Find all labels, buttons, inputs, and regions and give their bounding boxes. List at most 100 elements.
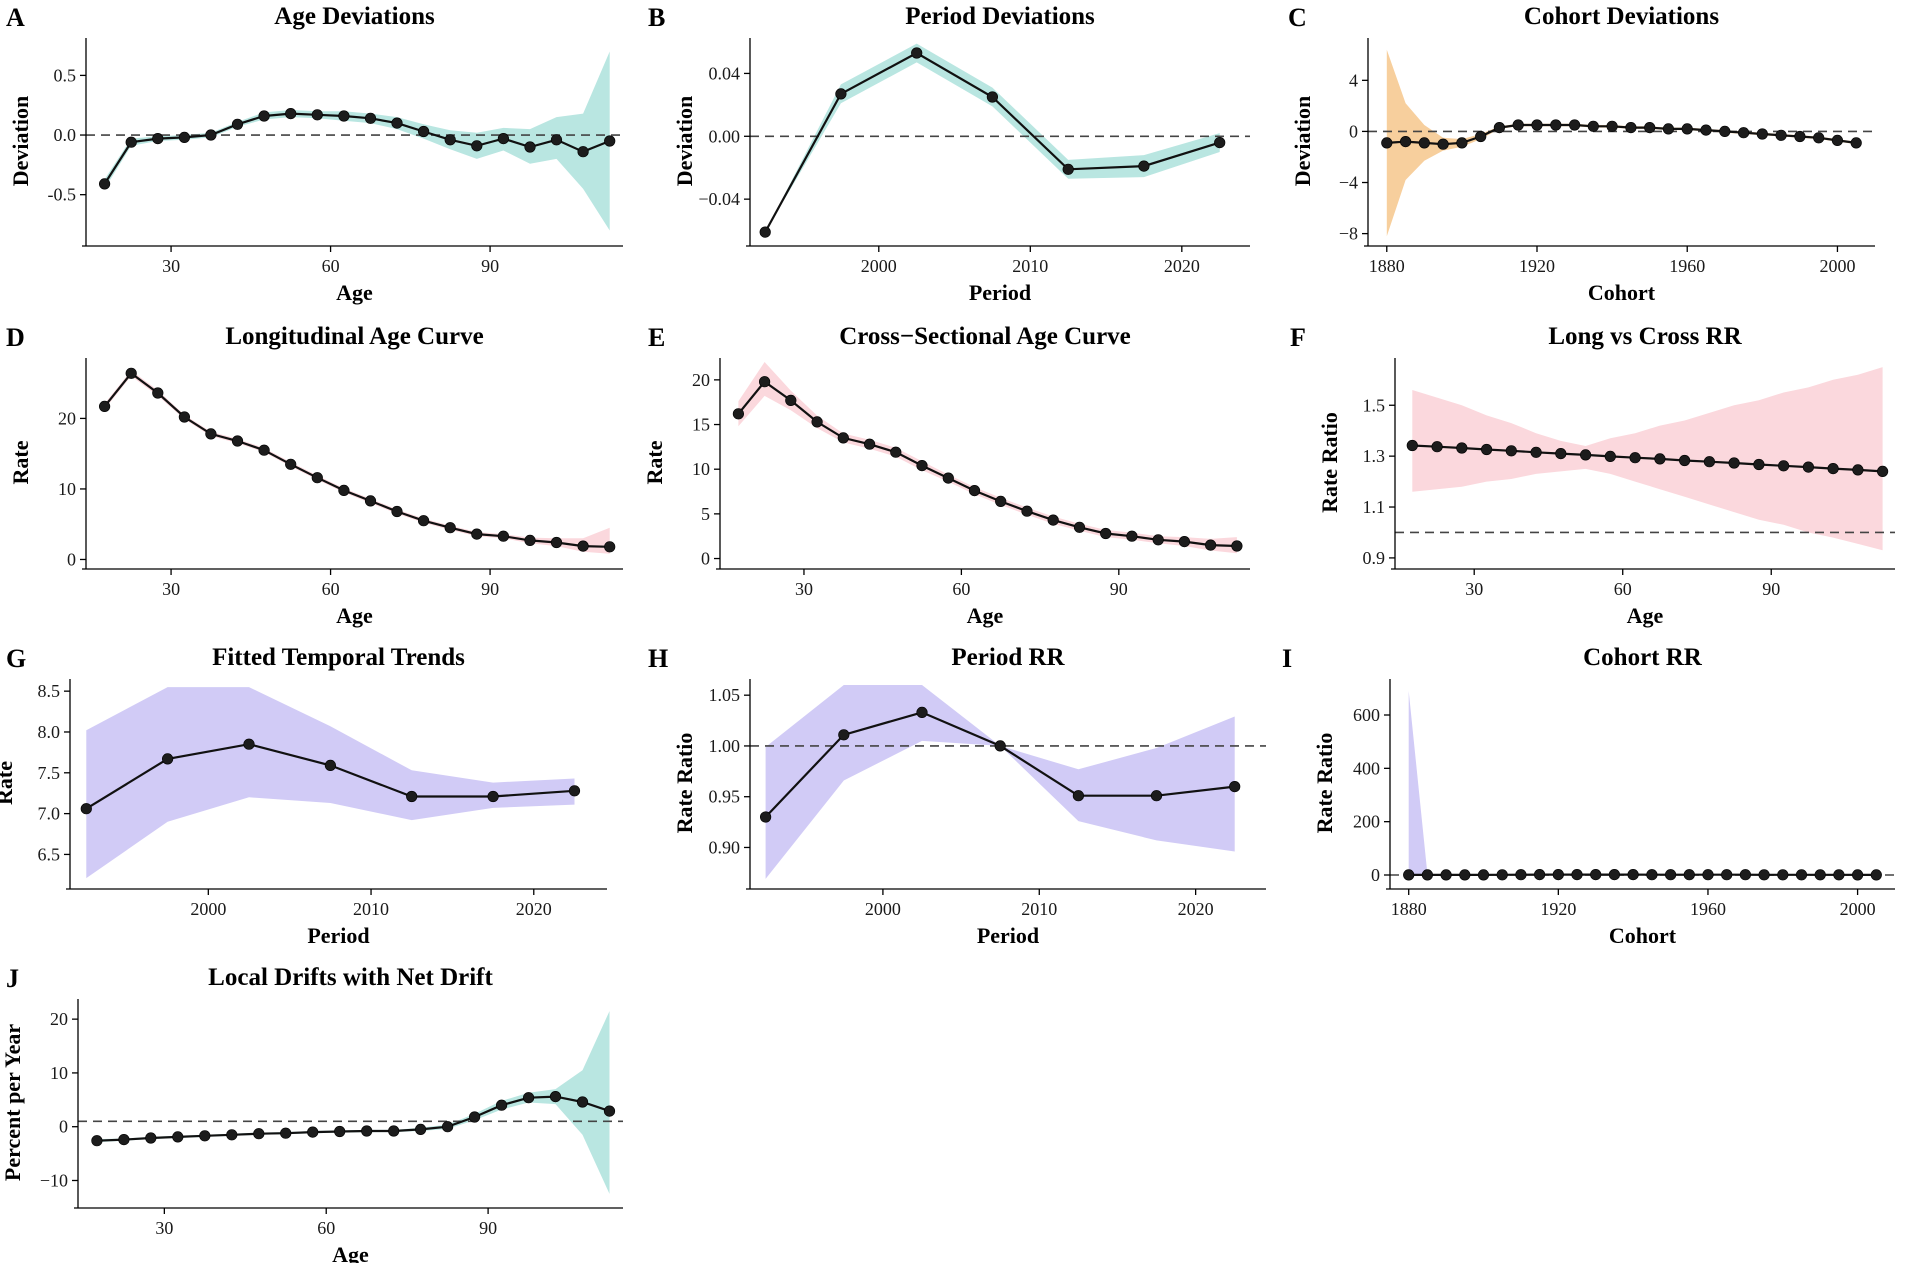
data-point	[1421, 869, 1433, 881]
data-point	[1178, 535, 1190, 548]
data-point	[162, 753, 174, 765]
data-point	[98, 178, 111, 190]
data-point	[1531, 119, 1543, 131]
x-axis-label: Age	[336, 603, 373, 628]
data-point	[911, 47, 923, 59]
data-point	[285, 107, 297, 120]
confidence-band	[738, 362, 1237, 554]
x-tick-label: 30	[162, 256, 180, 276]
y-axis-label: Rate	[0, 761, 17, 805]
chart-title: Cross−Sectional Age Curve	[839, 323, 1131, 350]
x-tick-label: 90	[481, 256, 499, 276]
data-point	[205, 428, 217, 440]
data-point	[364, 112, 377, 124]
data-point	[172, 1131, 184, 1143]
chart-title: Local Drifts with Net Drift	[208, 964, 493, 991]
data-point	[835, 88, 847, 100]
y-tick-label: 600	[1353, 705, 1380, 725]
panel-letter: I	[1282, 644, 1292, 673]
y-tick-label: 5	[701, 504, 710, 524]
data-point	[1440, 869, 1452, 881]
chart-panel-f: F Long vs Cross RR 30 60 90 0.9 1.1 1.3 1.5 Age Ra…	[1290, 323, 1895, 628]
x-axis-label: Age	[1627, 603, 1664, 628]
data-point	[1719, 125, 1731, 137]
y-tick-label: 0	[1371, 865, 1380, 885]
y-axis-label: Rate Ratio	[1312, 733, 1337, 834]
data-point	[759, 811, 772, 823]
y-tick-label: 1.00	[709, 736, 741, 756]
data-point	[1480, 443, 1493, 456]
data-point	[444, 134, 456, 146]
y-tick-label: 0	[1349, 121, 1358, 141]
data-point	[391, 117, 403, 129]
data-point	[1851, 869, 1864, 881]
x-axis-label: Period	[969, 280, 1031, 305]
data-point	[863, 438, 876, 450]
series-line	[764, 51, 1221, 233]
x-tick-label: 30	[162, 579, 180, 599]
y-axis-label: Rate Ratio	[1317, 412, 1342, 513]
data-point	[98, 400, 111, 413]
chart-panel-d: D Longitudinal Age Curve 30 60 90 0 10 20 Age Rat…	[6, 323, 623, 628]
data-point	[1100, 527, 1112, 540]
data-point	[406, 790, 418, 803]
data-point	[1850, 137, 1862, 149]
y-tick-label: 0.90	[709, 837, 741, 857]
data-point	[1852, 464, 1864, 476]
chart-title: Fitted Temporal Trends	[212, 644, 465, 671]
y-tick-label: 0	[67, 549, 76, 569]
y-tick-label: 7.0	[38, 804, 61, 824]
data-point	[125, 367, 137, 379]
data-point	[243, 738, 255, 750]
data-point	[785, 394, 797, 407]
data-point	[1512, 119, 1524, 131]
x-tick-label: 60	[1614, 579, 1632, 599]
x-tick-label: 90	[1110, 579, 1128, 599]
data-point	[916, 460, 928, 472]
data-point	[986, 91, 999, 103]
x-tick-label: 2010	[1021, 899, 1057, 919]
data-point	[1876, 465, 1889, 478]
data-point	[576, 1096, 589, 1108]
data-point	[231, 118, 244, 130]
data-point	[1126, 530, 1138, 542]
data-point	[415, 1123, 427, 1135]
data-point	[338, 484, 350, 497]
y-axis-label: Rate	[8, 440, 33, 484]
data-point	[1721, 869, 1733, 881]
data-point	[1431, 441, 1443, 453]
x-tick-label: 1960	[1690, 899, 1726, 919]
confidence-band	[96, 1011, 610, 1194]
y-tick-label: 0.9	[1363, 548, 1386, 568]
x-axis-label: Age	[336, 280, 373, 305]
data-point	[118, 1133, 130, 1146]
data-point	[890, 446, 902, 458]
data-point	[1062, 163, 1074, 175]
x-tick-label: 1960	[1669, 256, 1705, 276]
data-point	[418, 125, 430, 138]
data-point	[258, 444, 270, 456]
data-point	[758, 376, 771, 388]
x-tick-label: 2010	[1012, 256, 1048, 276]
data-point	[311, 472, 323, 484]
data-point	[1579, 449, 1592, 461]
data-point	[1555, 448, 1567, 460]
x-axis-label: Cohort	[1609, 923, 1677, 948]
confidence-band	[765, 43, 1220, 233]
chart-title: Long vs Cross RR	[1548, 323, 1742, 350]
data-point	[231, 435, 244, 447]
data-point	[1683, 869, 1695, 881]
data-point	[152, 387, 164, 399]
data-point	[226, 1129, 238, 1141]
x-axis-label: Age	[967, 603, 1004, 628]
x-tick-label: 1880	[1391, 899, 1427, 919]
y-tick-label: −0.04	[698, 189, 740, 209]
data-point	[1533, 868, 1546, 881]
chart-title: Cohort Deviations	[1524, 3, 1719, 30]
data-point	[1459, 869, 1471, 881]
data-point	[550, 134, 563, 146]
data-point	[1047, 514, 1059, 526]
data-point	[1604, 450, 1616, 463]
x-tick-label: 2000	[1819, 256, 1855, 276]
data-point	[1587, 120, 1599, 132]
